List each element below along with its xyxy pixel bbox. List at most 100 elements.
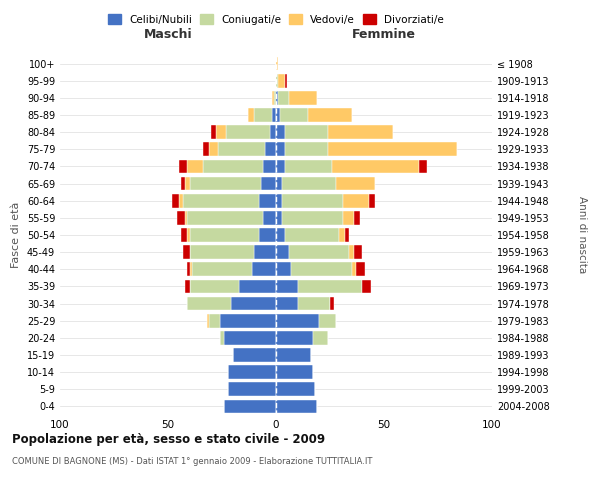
Text: Popolazione per età, sesso e stato civile - 2009: Popolazione per età, sesso e stato civil… [12,432,325,446]
Bar [224,331,276,344]
Bar [332,160,419,173]
Bar [328,142,457,156]
Bar [352,262,356,276]
Bar [283,194,343,207]
Bar [276,211,283,224]
Bar [343,211,354,224]
Bar [276,142,284,156]
Bar [229,366,276,379]
Bar [254,246,276,259]
Bar [345,228,349,242]
Bar [220,331,224,344]
Bar [187,228,190,242]
Bar [343,194,369,207]
Bar [233,348,276,362]
Bar [276,126,284,139]
Bar [337,176,376,190]
Bar [230,296,276,310]
Bar [265,142,276,156]
Bar [183,194,259,207]
Bar [276,246,289,259]
Bar [181,176,185,190]
Bar [190,280,239,293]
Bar [179,160,187,173]
Bar [276,228,284,242]
Bar [190,246,254,259]
Bar [276,382,315,396]
Bar [330,296,334,310]
Bar [261,176,276,190]
Bar [276,108,280,122]
Bar [338,228,345,242]
Bar [272,91,274,104]
Bar [239,280,276,293]
Bar [354,211,360,224]
Bar [211,126,215,139]
Bar [278,74,284,88]
Bar [220,314,276,328]
Bar [190,228,259,242]
Bar [276,176,283,190]
Bar [187,160,203,173]
Bar [218,142,265,156]
Bar [215,126,226,139]
Bar [276,348,311,362]
Bar [254,108,272,122]
Bar [190,262,192,276]
Bar [362,280,371,293]
Bar [176,211,185,224]
Bar [203,142,209,156]
Bar [269,126,276,139]
Bar [369,194,376,207]
Bar [276,56,278,70]
Bar [283,211,343,224]
Bar [349,246,354,259]
Bar [209,314,220,328]
Bar [354,246,362,259]
Bar [283,176,337,190]
Bar [187,296,230,310]
Bar [203,160,263,173]
Bar [179,194,183,207]
Bar [185,176,190,190]
Bar [207,314,209,328]
Bar [289,246,349,259]
Bar [313,331,328,344]
Bar [276,331,313,344]
Bar [284,160,332,173]
Bar [226,126,269,139]
Bar [187,211,263,224]
Bar [209,142,218,156]
Bar [284,126,328,139]
Bar [419,160,427,173]
Bar [276,91,278,104]
Bar [276,366,313,379]
Bar [276,314,319,328]
Bar [278,91,289,104]
Bar [224,400,276,413]
Bar [181,228,187,242]
Bar [229,382,276,396]
Bar [263,160,276,173]
Bar [276,160,284,173]
Bar [276,74,278,88]
Bar [276,194,283,207]
Bar [298,296,330,310]
Bar [284,228,338,242]
Bar [276,296,298,310]
Bar [192,262,252,276]
Bar [185,280,190,293]
Bar [291,262,352,276]
Text: Maschi: Maschi [143,28,193,42]
Bar [284,142,328,156]
Text: Femmine: Femmine [352,28,416,42]
Text: Anni di nascita: Anni di nascita [577,196,587,274]
Bar [259,228,276,242]
Bar [183,246,190,259]
Y-axis label: Fasce di età: Fasce di età [11,202,21,268]
Bar [274,91,276,104]
Bar [280,108,308,122]
Bar [172,194,179,207]
Bar [308,108,352,122]
Bar [276,400,317,413]
